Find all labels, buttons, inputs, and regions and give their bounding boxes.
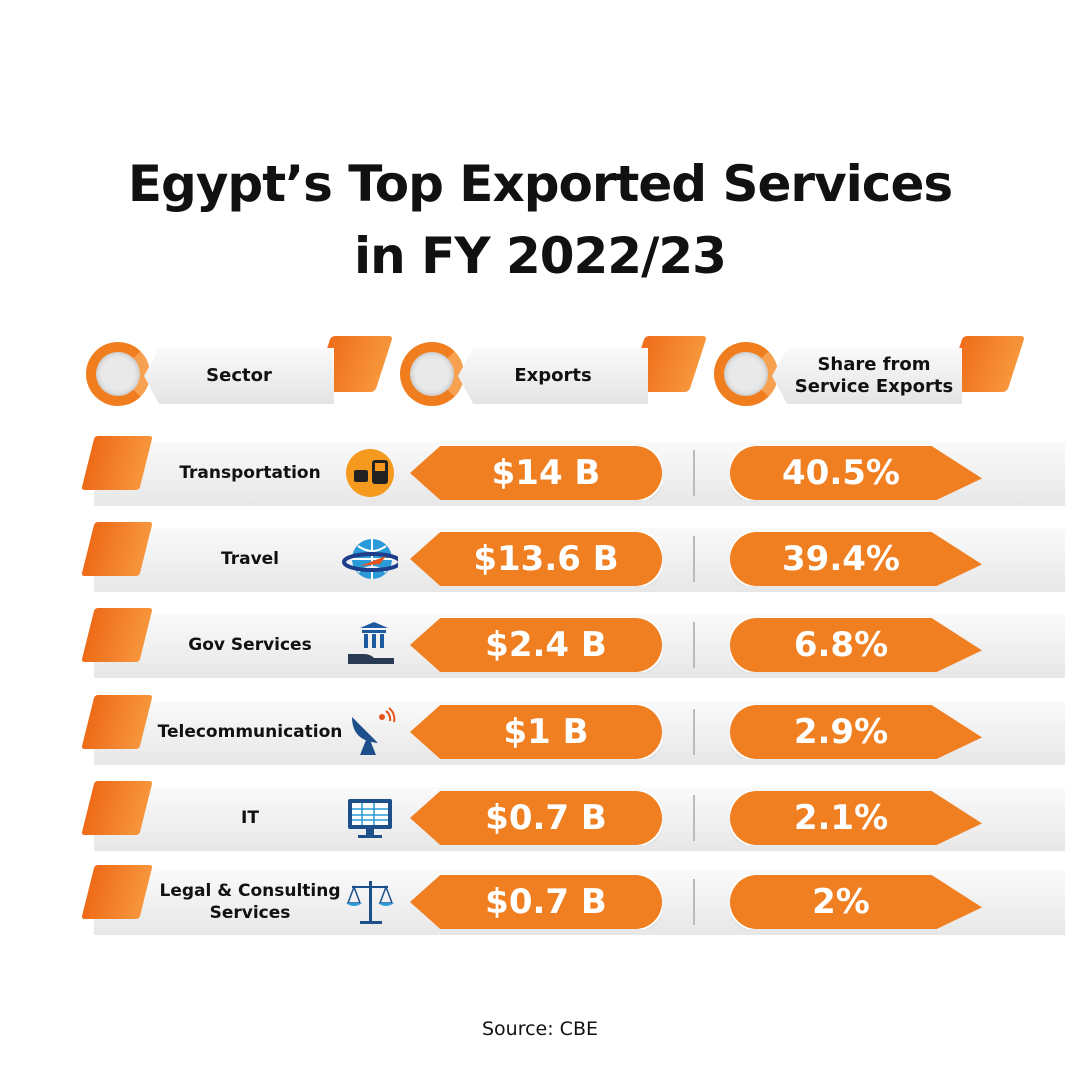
exports-value-pill: $1 B <box>410 705 662 759</box>
column-divider <box>693 795 695 841</box>
table-row: Telecommunication $1 B 2.9% <box>80 695 1065 765</box>
share-value-pill: 2.9% <box>730 705 982 759</box>
table-row: Travel $13.6 B 39.4% <box>80 522 1065 592</box>
sector-label: Transportation <box>179 463 321 483</box>
scales-of-justice-icon <box>346 881 394 924</box>
share-value-pill: 40.5% <box>730 446 982 500</box>
share-value: 2% <box>812 882 870 922</box>
government-building-hand-icon <box>348 622 394 664</box>
header-sector: Sector <box>86 336 394 412</box>
exports-value: $2.4 B <box>485 625 607 665</box>
header-label: Share from Service Exports <box>772 348 962 404</box>
sector-label: Legal & Consulting Services <box>159 881 341 923</box>
exports-value: $13.6 B <box>473 539 619 579</box>
exports-value-pill: $0.7 B <box>410 791 662 845</box>
share-value-pill: 2% <box>730 875 982 929</box>
sector-label: Gov Services <box>188 635 312 655</box>
header-exports: Exports <box>400 336 708 412</box>
share-value: 2.1% <box>793 798 889 838</box>
column-divider <box>693 622 695 668</box>
taxi-bus-icon <box>346 449 394 497</box>
share-value: 6.8% <box>793 625 889 665</box>
table-row: IT $0.7 B 2.1% <box>80 781 1065 851</box>
header-share: Share from Service Exports <box>714 336 1026 412</box>
exports-value: $1 B <box>503 712 589 752</box>
sector-label: IT <box>241 808 259 828</box>
computer-monitor-icon <box>348 799 392 838</box>
exports-value-pill: $13.6 B <box>410 532 662 586</box>
ring-decoration <box>86 342 150 406</box>
column-divider <box>693 709 695 755</box>
exports-value: $0.7 B <box>485 798 607 838</box>
ring-decoration <box>400 342 464 406</box>
sector-label: Travel <box>220 549 280 569</box>
table-row: Legal & Consulting Services $0.7 B 2% <box>80 865 1065 935</box>
share-value: 40.5% <box>782 453 900 493</box>
header-label: Exports <box>458 348 648 404</box>
table-row: Transportation $14 B 40.5% <box>80 436 1065 506</box>
share-value-pill: 2.1% <box>730 791 982 845</box>
globe-plane-icon <box>342 539 398 579</box>
title-line-1: Egypt’s Top Exported Services <box>127 155 953 213</box>
satellite-dish-icon <box>352 707 396 755</box>
column-divider <box>693 536 695 582</box>
share-value-pill: 39.4% <box>730 532 982 586</box>
ring-decoration <box>714 342 778 406</box>
table-row: Gov Services $2.4 B 6.8% <box>80 608 1065 678</box>
column-divider <box>693 879 695 925</box>
sector-label: Telecommunication <box>157 722 343 742</box>
share-value-pill: 6.8% <box>730 618 982 672</box>
exports-value-pill: $14 B <box>410 446 662 500</box>
exports-value-pill: $0.7 B <box>410 875 662 929</box>
share-value: 2.9% <box>793 712 889 752</box>
exports-value: $0.7 B <box>485 882 607 922</box>
exports-value: $14 B <box>491 453 601 493</box>
header-label: Sector <box>144 348 334 404</box>
source-note: Source: CBE <box>481 1018 598 1040</box>
column-divider <box>693 450 695 496</box>
exports-value-pill: $2.4 B <box>410 618 662 672</box>
share-value: 39.4% <box>782 539 900 579</box>
page-title: Egypt’s Top Exported Services in FY 2022… <box>0 148 1080 292</box>
title-line-2: in FY 2022/23 <box>354 227 727 285</box>
